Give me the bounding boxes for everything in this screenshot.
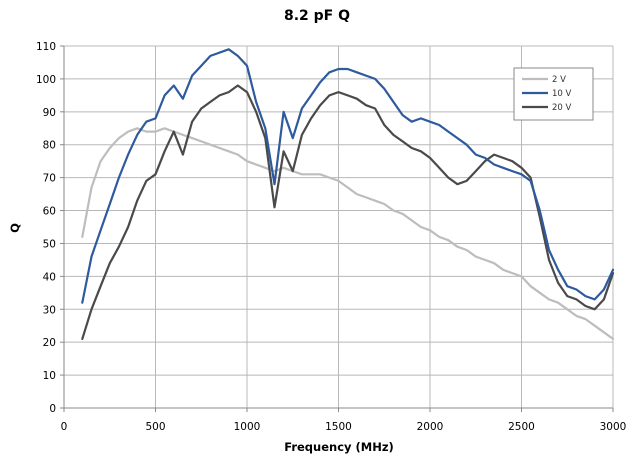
x-axis-title: Frequency (MHz)	[284, 440, 394, 454]
x-tick-label: 1000	[234, 421, 261, 433]
x-tick-label: 3000	[600, 421, 627, 433]
y-axis-title: Q	[8, 223, 22, 233]
legend-label: 20 V	[552, 103, 572, 113]
axes: 0 10 20 30 40 50 60 70 80 90 100 110 0 500 1000 1500 200…	[36, 41, 626, 433]
x-tick-label: 2000	[417, 421, 444, 433]
y-tick-label: 0	[49, 403, 56, 415]
y-tick-label: 90	[43, 107, 56, 119]
y-tick-label: 50	[43, 238, 56, 250]
y-tick-label: 20	[43, 337, 56, 349]
series-lines	[81, 48, 615, 340]
chart-title: 8.2 pF Q	[284, 8, 350, 24]
x-tick-label: 0	[61, 421, 68, 433]
series-line-2-v	[81, 127, 615, 340]
x-tick-label: 500	[145, 421, 165, 433]
series-line-20-v	[81, 84, 615, 340]
y-tick-label: 10	[43, 370, 56, 382]
y-tick-label: 110	[36, 41, 56, 53]
x-tick-label: 2500	[508, 421, 535, 433]
y-tick-label: 100	[36, 74, 56, 86]
grid-lines	[64, 45, 614, 408]
y-tick-label: 80	[43, 140, 56, 152]
y-tick-label: 30	[43, 304, 56, 316]
legend-label: 2 V	[552, 75, 566, 85]
legend-label: 10 V	[552, 89, 572, 99]
y-tick-label: 70	[43, 173, 56, 185]
series-line-10-v	[81, 48, 615, 304]
y-tick-label: 40	[43, 271, 56, 283]
y-tick-label: 60	[43, 206, 56, 218]
legend: 2 V 10 V 20 V	[513, 67, 594, 121]
x-tick-label: 1500	[325, 421, 352, 433]
